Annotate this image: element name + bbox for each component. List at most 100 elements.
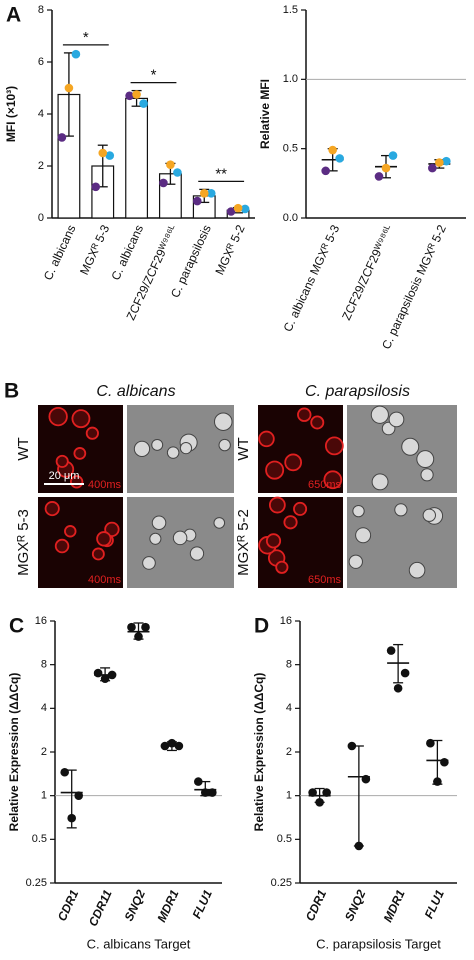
- data-point: [206, 189, 216, 198]
- y-tick-label: 0.5: [32, 833, 47, 845]
- x-axis-label: C. parapsilosis Target: [316, 936, 441, 951]
- cell: [408, 561, 426, 579]
- y-axis-label: Relative Expression (ΔΔCq): [252, 673, 266, 832]
- cell: [371, 473, 389, 491]
- cell: [348, 554, 363, 569]
- y-axis-label: Relative MFI: [258, 79, 272, 149]
- data-point: [174, 741, 184, 751]
- data-point: [328, 145, 337, 155]
- cell: [370, 405, 389, 424]
- data-point: [308, 788, 317, 797]
- panel-label: C: [9, 615, 24, 638]
- cell: [179, 441, 193, 455]
- data-point: [160, 741, 170, 751]
- x-tick-label: MGXᴿ 5-2: [212, 222, 247, 277]
- cell: [275, 560, 289, 574]
- data-point: [428, 163, 437, 173]
- cell: [151, 438, 164, 451]
- y-axis-label: MFI (×10³): [4, 86, 18, 142]
- error-bar: [393, 643, 404, 684]
- exposure-label: 650ms: [308, 574, 342, 586]
- y-tick-label: 0.0: [283, 212, 298, 224]
- cell: [142, 556, 156, 570]
- data-point: [386, 646, 396, 655]
- y-axis-label: Relative Expression (ΔΔCq): [7, 673, 21, 832]
- data-point: [74, 791, 83, 800]
- cell: [218, 438, 231, 452]
- cell: [388, 411, 405, 428]
- data-point: [100, 674, 110, 684]
- data-point: [440, 757, 449, 767]
- data-point: [226, 207, 236, 216]
- panel-label: A: [6, 4, 21, 27]
- data-point: [381, 163, 391, 173]
- cell: [265, 460, 285, 480]
- cell: [73, 447, 87, 460]
- y-tick-label: 4: [38, 108, 44, 120]
- data-point: [132, 90, 141, 99]
- x-tick-label: CDR1: [55, 887, 82, 923]
- panel-title: C. albicans: [96, 383, 175, 400]
- data-point: [173, 168, 182, 177]
- cell: [268, 496, 286, 514]
- data-point: [442, 156, 451, 166]
- data-point: [199, 189, 209, 198]
- cell: [55, 454, 69, 468]
- data-point: [315, 798, 324, 807]
- data-point: [98, 148, 108, 158]
- cell: [91, 547, 105, 561]
- x-tick-label: MDR1: [154, 887, 181, 924]
- cell: [258, 430, 275, 448]
- row-label: MGXᴿ 5-3: [15, 509, 32, 576]
- data-point: [139, 99, 148, 108]
- exposure-label: 400ms: [88, 479, 122, 491]
- data-point: [233, 203, 243, 213]
- data-point: [208, 788, 217, 797]
- x-axis-label: C. albicans Target: [87, 936, 191, 951]
- cell: [352, 504, 365, 518]
- x-tick-label: ZCF29/ZCF29ᵂ⁹⁸⁶ᴸ: [339, 223, 395, 323]
- y-tick-label: 1: [41, 790, 47, 802]
- data-point: [335, 154, 344, 163]
- cell: [293, 501, 308, 516]
- y-tick-label: 1: [286, 790, 292, 802]
- data-point: [322, 788, 331, 797]
- y-tick-label: 16: [35, 615, 47, 627]
- x-tick-label: SNQ2: [122, 887, 149, 923]
- x-tick-label: C. parapsilosis MGXᴿ 5-2: [379, 222, 449, 351]
- data-point: [107, 670, 117, 680]
- data-point: [91, 182, 101, 192]
- cell: [416, 450, 435, 469]
- data-point: [167, 738, 177, 748]
- cell: [189, 546, 205, 561]
- x-tick-label: MDR1: [381, 887, 408, 924]
- data-point: [347, 741, 357, 751]
- x-tick-label: C. albicans: [41, 223, 79, 283]
- data-point: [64, 83, 74, 93]
- cell: [324, 436, 344, 456]
- panel-title: C. parapsilosis: [305, 383, 410, 400]
- row-label: WT: [235, 437, 252, 460]
- cell: [284, 453, 303, 472]
- x-tick-label: FLU1: [422, 887, 448, 920]
- data-point: [321, 166, 330, 176]
- cell: [323, 470, 343, 490]
- cell: [133, 440, 151, 458]
- panel-label: B: [4, 380, 19, 403]
- data-point: [159, 178, 168, 188]
- data-point: [393, 683, 403, 693]
- x-tick-label: FLU1: [190, 887, 216, 920]
- cell: [401, 437, 420, 456]
- y-tick-label: 4: [41, 702, 47, 714]
- y-tick-label: 16: [280, 615, 292, 627]
- data-point: [57, 133, 67, 142]
- x-tick-label: CDR11: [86, 887, 115, 928]
- y-tick-label: 4: [286, 702, 292, 714]
- y-tick-label: 0.25: [26, 877, 47, 889]
- x-tick-label: C. albicans MGXᴿ 5-3: [280, 222, 342, 333]
- data-point: [240, 204, 250, 214]
- y-tick-label: 0.25: [271, 877, 292, 889]
- data-point: [374, 172, 384, 181]
- cell: [71, 409, 91, 429]
